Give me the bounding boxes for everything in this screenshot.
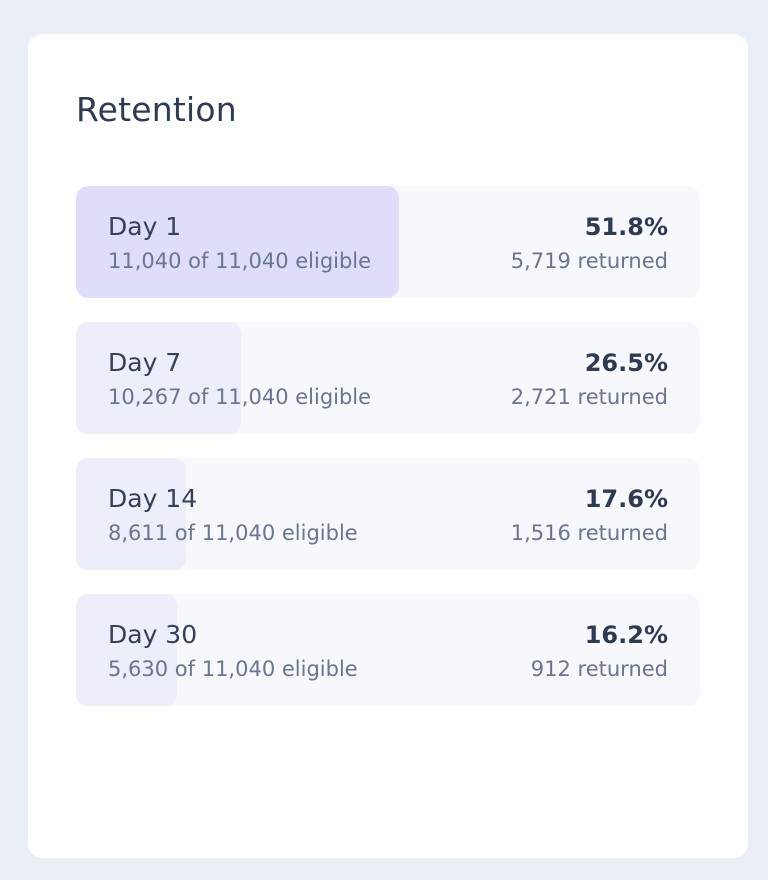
day-label: Day 1 xyxy=(108,212,182,241)
row-left: Day 30 5,630 of 11,040 eligible xyxy=(108,616,358,684)
retention-row-day-7[interactable]: Day 7 10,267 of 11,040 eligible 26.5% 2,… xyxy=(76,322,700,434)
returned-count: 2,721 returned xyxy=(510,385,668,409)
row-right: 17.6% 1,516 returned xyxy=(511,480,668,548)
retention-list: Day 1 11,040 of 11,040 eligible 51.8% 5,… xyxy=(76,186,700,730)
retention-row-day-14[interactable]: Day 14 8,611 of 11,040 eligible 17.6% 1,… xyxy=(76,458,700,570)
retention-row-day-30[interactable]: Day 30 5,630 of 11,040 eligible 16.2% 91… xyxy=(76,594,700,706)
eligible-count: 8,611 of 11,040 eligible xyxy=(108,521,358,545)
day-label: Day 7 xyxy=(108,348,182,377)
retention-rate-bar xyxy=(76,458,186,570)
retention-percent: 51.8% xyxy=(584,213,668,241)
retention-percent: 16.2% xyxy=(584,621,668,649)
row-right: 16.2% 912 returned xyxy=(531,616,668,684)
retention-percent: 26.5% xyxy=(584,349,668,377)
eligible-count: 11,040 of 11,040 eligible xyxy=(108,249,372,273)
retention-rate-bar xyxy=(76,186,400,298)
retention-rate-bar xyxy=(76,594,178,706)
returned-count: 1,516 returned xyxy=(510,521,668,545)
eligible-count: 10,267 of 11,040 eligible xyxy=(108,385,372,409)
retention-row-day-1[interactable]: Day 1 11,040 of 11,040 eligible 51.8% 5,… xyxy=(76,186,700,298)
returned-count: 912 returned xyxy=(530,657,668,681)
retention-rate-bar xyxy=(76,322,242,434)
card-title: Retention xyxy=(76,90,237,129)
row-right: 51.8% 5,719 returned xyxy=(511,208,668,276)
day-label: Day 30 xyxy=(108,620,198,649)
row-left: Day 7 10,267 of 11,040 eligible xyxy=(108,344,371,412)
retention-card: Retention Day 1 11,040 of 11,040 eligibl… xyxy=(28,34,748,858)
returned-count: 5,719 returned xyxy=(510,249,668,273)
retention-percent: 17.6% xyxy=(584,485,668,513)
row-left: Day 14 8,611 of 11,040 eligible xyxy=(108,480,358,548)
eligible-count: 5,630 of 11,040 eligible xyxy=(108,657,358,681)
row-right: 26.5% 2,721 returned xyxy=(511,344,668,412)
day-label: Day 14 xyxy=(108,484,198,513)
row-left: Day 1 11,040 of 11,040 eligible xyxy=(108,208,371,276)
